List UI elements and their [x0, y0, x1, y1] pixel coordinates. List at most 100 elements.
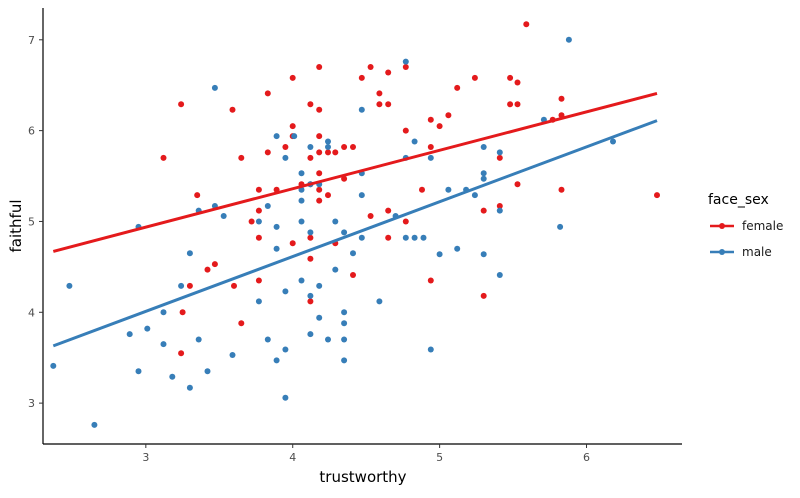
point-male [282, 288, 289, 295]
point-female [402, 127, 409, 134]
y-tick-label: 3 [28, 397, 35, 410]
point-male [480, 170, 487, 177]
point-male [91, 421, 98, 428]
point-male [411, 138, 418, 145]
point-male [273, 133, 280, 140]
point-male [307, 292, 314, 299]
point-male [358, 106, 365, 113]
point-female [238, 320, 245, 327]
point-male [273, 245, 280, 252]
point-male [325, 144, 331, 150]
point-female [558, 95, 565, 102]
x-tick-label: 3 [142, 451, 149, 464]
point-female [179, 309, 186, 316]
point-female [385, 234, 392, 241]
point-female [654, 192, 660, 199]
point-female [316, 64, 323, 70]
point-male [211, 84, 218, 91]
point-male [291, 133, 298, 140]
point-female [419, 186, 425, 193]
point-male [307, 229, 314, 236]
point-male [307, 331, 314, 338]
point-female [325, 192, 331, 199]
point-female [255, 277, 262, 284]
point-male [325, 138, 331, 145]
point-male [358, 234, 365, 241]
point-female [332, 149, 339, 156]
point-male [255, 218, 262, 225]
point-male [480, 175, 487, 182]
y-tick-label: 6 [28, 125, 35, 138]
x-tick-label: 6 [583, 451, 590, 464]
point-female [255, 207, 262, 214]
point-female [211, 261, 218, 268]
point-female [367, 64, 374, 70]
point-male [341, 336, 348, 343]
point-male [298, 197, 305, 204]
point-female [289, 74, 296, 81]
point-female [558, 186, 565, 193]
point-male [186, 250, 193, 257]
point-female [307, 154, 314, 161]
point-female [402, 218, 409, 225]
point-male [341, 309, 348, 316]
point-male [169, 373, 176, 380]
point-female [341, 175, 348, 182]
point-female [496, 203, 503, 209]
point-female [427, 144, 434, 150]
point-female [427, 116, 434, 123]
point-female [514, 79, 521, 86]
point-male [178, 282, 185, 289]
point-male [496, 272, 503, 278]
point-female [289, 240, 296, 247]
point-male [298, 277, 305, 284]
legend-label-male: male [742, 245, 772, 259]
point-male [273, 357, 280, 364]
point-female [385, 101, 392, 108]
x-tick-label: 5 [436, 451, 443, 464]
point-male [135, 368, 142, 375]
point-male [204, 368, 211, 375]
point-male [411, 234, 418, 241]
point-male [255, 298, 262, 305]
point-male [402, 58, 409, 65]
point-female [204, 266, 211, 273]
point-male [144, 325, 151, 332]
y-tick-label: 7 [28, 34, 35, 47]
trend-line-layer [52, 91, 658, 348]
point-female [307, 255, 314, 262]
y-tick-label: 4 [28, 306, 35, 319]
point-male [298, 218, 305, 225]
point-female [507, 74, 514, 81]
point-male [454, 245, 461, 252]
point-female [350, 144, 356, 150]
point-male [420, 234, 427, 241]
legend-key-female-point [719, 223, 725, 229]
point-female [255, 234, 262, 241]
legend-title: face_sex [708, 192, 769, 208]
point-female [471, 74, 478, 81]
axes [42, 8, 682, 445]
legend-item-female: female [710, 219, 783, 233]
point-female [445, 112, 452, 119]
point-male [427, 154, 434, 161]
point-female [307, 101, 314, 108]
point-female [436, 123, 443, 130]
point-male [186, 384, 193, 391]
trend-line-female [52, 91, 658, 253]
point-female [480, 292, 487, 299]
point-male [445, 186, 452, 193]
point-female [307, 234, 314, 241]
legend-key-male-point [719, 249, 725, 255]
point-female [316, 149, 323, 156]
point-male [325, 336, 331, 343]
point-male [160, 309, 167, 316]
point-female [385, 207, 392, 214]
point-male [282, 154, 289, 161]
point-male [195, 336, 202, 343]
ticks-layer: 3 4 5 6 3 4 5 6 7 [28, 34, 590, 464]
point-female [178, 101, 185, 108]
point-female [507, 101, 514, 108]
point-male [565, 36, 572, 43]
